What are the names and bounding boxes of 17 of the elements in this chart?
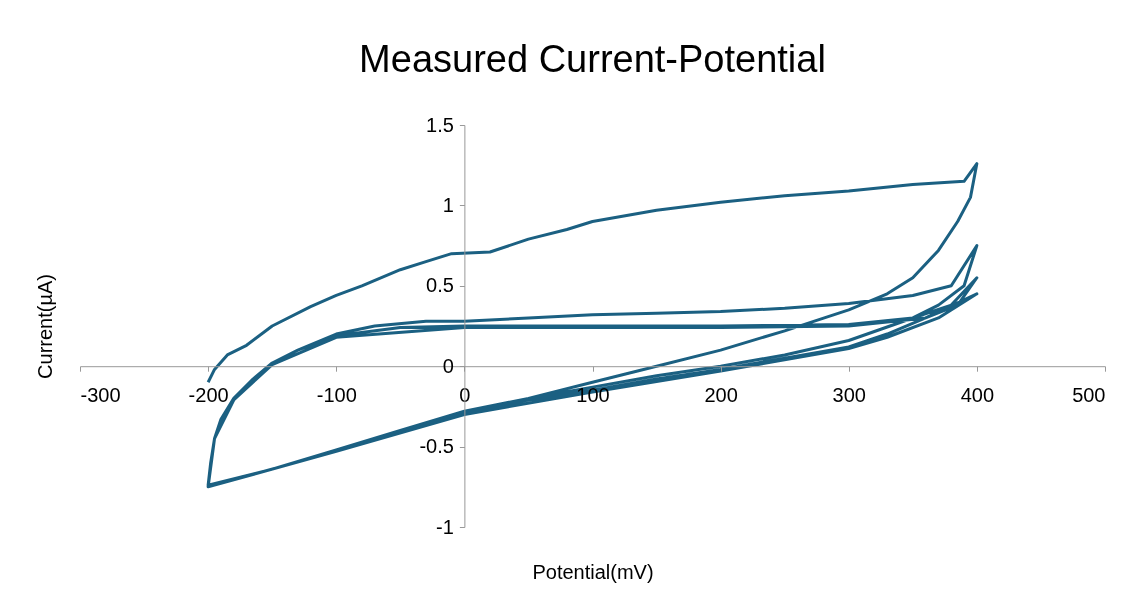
y-tick-label: 1.5 bbox=[426, 113, 454, 136]
chart-title: Measured Current-Potential bbox=[359, 38, 826, 80]
x-tick-label: 300 bbox=[832, 383, 866, 406]
x-tick-label: -300 bbox=[80, 383, 121, 406]
x-tick-label: 0 bbox=[459, 383, 471, 406]
x-axis-title: Potential(mV) bbox=[532, 560, 654, 583]
y-tick-label: 0.5 bbox=[426, 274, 454, 297]
x-tick-label: -200 bbox=[188, 383, 229, 406]
x-tick-label: 400 bbox=[960, 383, 995, 406]
y-tick-label: -0.5 bbox=[419, 435, 454, 458]
x-tick-label: 500 bbox=[1072, 383, 1106, 406]
x-tick-label: 200 bbox=[704, 383, 738, 406]
x-tick-label: -100 bbox=[316, 383, 357, 406]
y-tick-label: -1 bbox=[436, 515, 454, 538]
y-tick-label: 1 bbox=[442, 193, 454, 216]
y-axis-title: Current(µA) bbox=[33, 274, 56, 379]
y-tick-label: 0 bbox=[442, 354, 454, 377]
